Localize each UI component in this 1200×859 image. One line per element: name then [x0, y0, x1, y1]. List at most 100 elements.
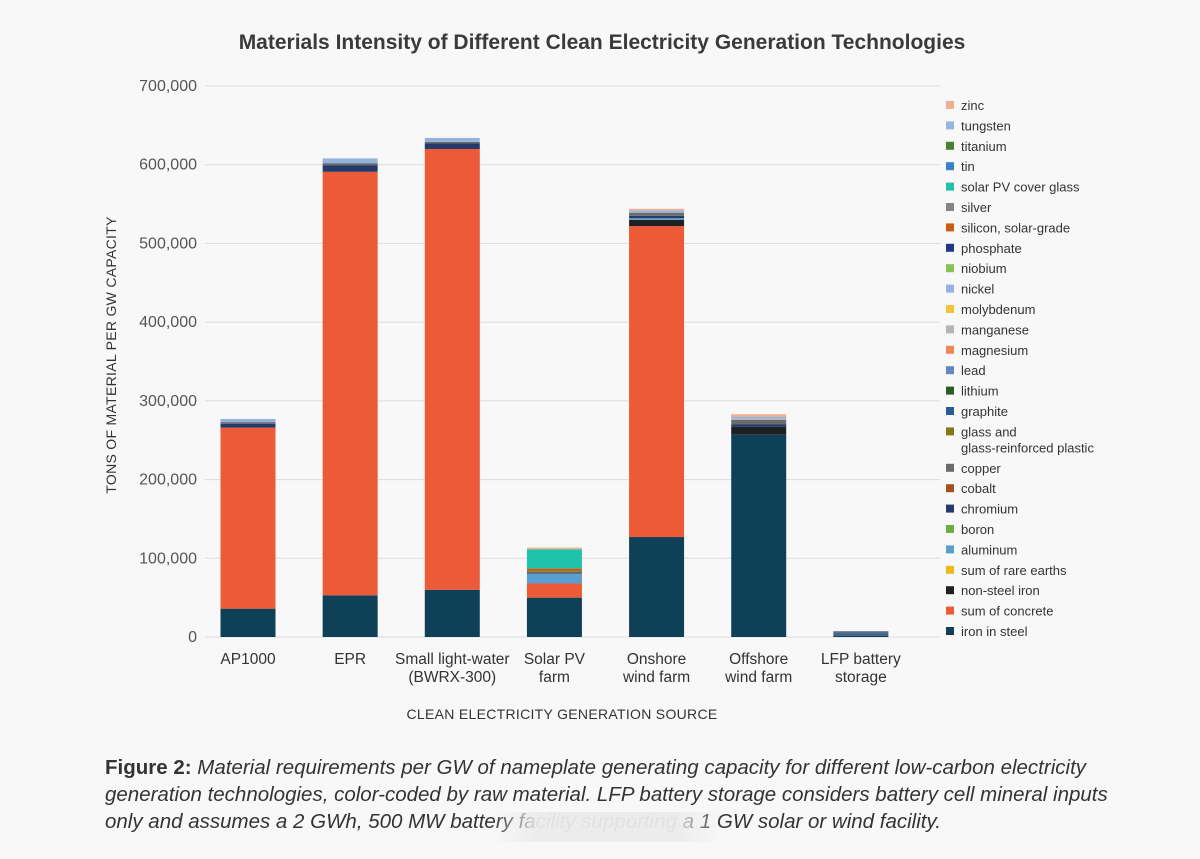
bar-segment — [629, 219, 685, 227]
legend-label: sum of rare earths — [961, 563, 1067, 578]
bar-segment — [526, 568, 582, 571]
legend-label: cobalt — [961, 481, 996, 496]
bar-segment — [424, 148, 480, 590]
bar-segment — [526, 570, 582, 572]
bar-segment — [220, 418, 276, 423]
bar-segment — [322, 163, 378, 166]
bar-segment — [833, 634, 889, 636]
bar-segment — [322, 158, 378, 164]
bar-segment — [322, 595, 378, 637]
bar-segment — [526, 549, 582, 569]
bar-segment — [833, 635, 889, 637]
x-tick-label: farm — [539, 669, 570, 686]
bar-segment — [629, 208, 685, 211]
x-tick-label: Solar PV — [524, 651, 586, 668]
legend-swatch — [946, 463, 954, 472]
legend-swatch — [946, 141, 954, 150]
bar-segment — [220, 423, 276, 428]
x-tick-label: Small light-water — [395, 651, 510, 668]
bar-segment — [833, 632, 889, 634]
legend-label: iron in steel — [961, 624, 1028, 639]
legend-swatch — [946, 545, 954, 554]
bar-segment — [526, 568, 582, 569]
bar-segment — [731, 424, 787, 427]
legend-label: titanium — [961, 139, 1007, 154]
x-axis-label: CLEAN ELECTRICITY GENERATION SOURCE — [406, 706, 717, 722]
y-tick-label: 600,000 — [139, 157, 197, 174]
legend-swatch — [946, 121, 954, 130]
legend-label: non-steel iron — [961, 583, 1040, 598]
legend-label: nickel — [961, 282, 994, 297]
bar-segment — [526, 583, 582, 598]
legend-label: glass and — [961, 424, 1017, 439]
legend-swatch — [946, 305, 954, 313]
y-axis-label: TONS OF MATERIAL PER GW CAPACITY — [103, 216, 119, 494]
bar-segment — [220, 608, 276, 637]
legend-label: copper — [961, 461, 1001, 476]
legend-swatch — [946, 586, 954, 595]
legend-swatch — [946, 565, 954, 574]
legend-swatch — [946, 386, 954, 395]
bar-segment — [833, 633, 889, 635]
legend-swatch — [946, 101, 954, 109]
legend-label: silicon, solar-grade — [961, 220, 1070, 235]
figure-label: Figure 2: — [105, 756, 192, 779]
legend-label: lead — [961, 363, 986, 378]
bar-segment — [526, 571, 582, 575]
bar-segment — [629, 218, 685, 220]
bar-segment — [731, 419, 787, 425]
legend-swatch — [946, 264, 954, 273]
bar-segment — [629, 212, 685, 216]
legend-swatch — [946, 504, 954, 513]
bar-segment — [731, 414, 787, 417]
legend-swatch — [946, 345, 954, 354]
x-tick-label: wind farm — [622, 669, 690, 686]
bars — [220, 137, 889, 637]
legend-swatch — [946, 162, 954, 171]
legend-label: boron — [961, 522, 994, 537]
x-tick-label: EPR — [334, 651, 366, 668]
legend-swatch — [946, 203, 954, 211]
chart: Materials Intensity of Different Clean E… — [103, 31, 1094, 722]
bar-segment — [424, 141, 480, 144]
bar-segment — [424, 589, 480, 637]
y-tick-label: 100,000 — [139, 550, 197, 567]
bar-segment — [731, 434, 787, 637]
legend-swatch — [946, 243, 954, 252]
legend-label: phosphate — [961, 241, 1022, 256]
y-tick-label: 300,000 — [139, 393, 197, 410]
bar-segment — [731, 418, 787, 420]
legend-swatch — [946, 325, 954, 334]
legend-label: silver — [961, 200, 992, 215]
legend-swatch — [946, 606, 954, 615]
legend-label: graphite — [961, 404, 1008, 419]
bar-segment — [833, 631, 889, 633]
bar-segment — [731, 426, 787, 435]
y-tick-label: 700,000 — [139, 78, 197, 95]
x-tick-label: AP1000 — [220, 651, 276, 668]
x-tick-label: (BWRX-300) — [408, 669, 496, 686]
bar-segment — [526, 574, 582, 584]
bar-segment — [220, 427, 276, 609]
legend-swatch — [946, 407, 954, 415]
legend-swatch — [946, 182, 954, 191]
chart-title: Materials Intensity of Different Clean E… — [239, 31, 966, 54]
legend-label: sum of concrete — [961, 604, 1054, 619]
legend-label: niobium — [961, 261, 1007, 276]
legend-swatch — [946, 627, 954, 635]
bar-segment — [629, 226, 685, 538]
y-tick-label: 500,000 — [139, 235, 197, 252]
legend-swatch — [946, 525, 954, 533]
watermark-overlay — [492, 812, 722, 842]
legend-label: solar PV cover glass — [961, 180, 1080, 195]
bar-segment — [220, 422, 276, 424]
bar-segment — [322, 171, 378, 596]
bar-segment — [322, 165, 378, 172]
legend-label: aluminum — [961, 542, 1017, 557]
legend-swatch — [946, 366, 954, 375]
legend-swatch — [946, 223, 954, 232]
y-tick-label: 400,000 — [139, 314, 197, 331]
legend-swatch — [946, 427, 954, 436]
figure-caption: Figure 2: Material requirements per GW o… — [105, 754, 1115, 835]
x-axis-ticks: AP1000 EPR Small light-water(BWRX-300) Sola… — [220, 651, 901, 686]
